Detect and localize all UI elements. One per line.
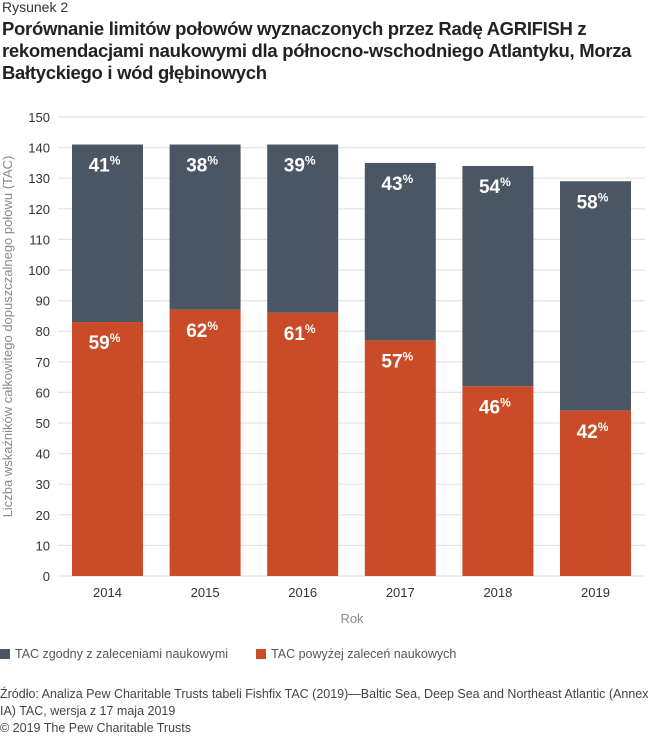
gridlines (58, 116, 645, 577)
stacked-bar-chart: 0 10 20 30 40 50 60 70 80 90 100 110 120 130 140 150 41… (0, 110, 645, 626)
y-tick-label: 30 (36, 477, 50, 492)
copyright: © 2019 The Pew Charitable Trusts (0, 721, 192, 735)
y-tick-label: 0 (43, 569, 50, 584)
chart-title: Porównanie limitów połowów wyznaczonych … (2, 18, 632, 83)
bar-compliant-2018 (462, 165, 534, 387)
y-tick-label: 60 (36, 385, 50, 400)
bar-compliant-2014 (72, 144, 143, 323)
y-tick-label: 150 (28, 110, 50, 125)
bar-above-advice-2016 (267, 312, 339, 576)
legend-label-compliant: TAC zgodny z zaleceniami naukowymi (15, 647, 229, 661)
y-tick-label: 70 (36, 355, 50, 370)
x-tick-label: 2017 (386, 585, 415, 600)
bar-group-2014: 41%59% (72, 144, 143, 576)
legend-item-compliant: TAC zgodny z zaleceniami naukowymi (0, 647, 228, 661)
y-tick-label: 110 (29, 232, 50, 247)
bar-compliant-2017 (364, 162, 436, 341)
y-axis-title: Liczba wskaźników całkowitego dopuszczal… (0, 156, 15, 518)
legend-label-above-advice: TAC powyżej zaleceń naukowych (271, 647, 457, 661)
y-tick-label: 120 (28, 202, 50, 217)
y-tick-label: 90 (36, 294, 50, 309)
x-axis-title: Rok (340, 611, 364, 626)
bar-group-2018: 54%46% (462, 165, 534, 576)
bar-compliant-2019 (560, 181, 631, 411)
bar-compliant-2015 (169, 144, 241, 310)
y-tick-label: 130 (28, 171, 50, 186)
y-tick-label: 40 (36, 447, 50, 462)
bar-above-advice-2015 (169, 309, 241, 576)
y-tick-label: 140 (28, 141, 50, 156)
bar-above-advice-2014 (72, 322, 143, 576)
bar-compliant-2016 (267, 144, 339, 313)
bar-above-advice-2018 (462, 386, 534, 576)
source-note: Źródło: Analiza Pew Charitable Trusts ta… (0, 687, 649, 718)
bar-above-advice-2019 (560, 410, 631, 576)
y-tick-label: 10 (36, 538, 50, 553)
x-tick-label: 2019 (581, 585, 610, 600)
x-tick-label: 2018 (483, 585, 512, 600)
bars: 41%59% 38%62% 39%61% 43%57% 54%46% 58%42% (72, 144, 631, 576)
bar-group-2015: 38%62% (169, 144, 241, 576)
x-tick-label: 2015 (191, 585, 220, 600)
x-axis-ticks: 2014 2015 2016 2017 2018 2019 (93, 585, 610, 600)
y-tick-label: 20 (36, 508, 50, 523)
bar-group-2017: 43%57% (364, 162, 436, 576)
x-tick-label: 2016 (288, 585, 317, 600)
figure-label: Rysunek 2 (2, 0, 69, 15)
y-tick-label: 100 (28, 263, 50, 278)
bar-group-2019: 58%42% (560, 181, 631, 576)
legend: TAC zgodny z zaleceniami naukowymi TAC p… (0, 647, 484, 661)
x-tick-label: 2014 (93, 585, 122, 600)
legend-swatch-above-advice (256, 649, 267, 659)
legend-item-above-advice: TAC powyżej zaleceń naukowych (256, 647, 456, 661)
y-axis-ticks: 0 10 20 30 40 50 60 70 80 90 100 110 120 130 140 150 (28, 110, 50, 584)
bar-above-advice-2017 (364, 340, 436, 576)
y-tick-label: 80 (36, 324, 50, 339)
bar-group-2016: 39%61% (267, 144, 339, 576)
y-tick-label: 50 (36, 416, 50, 431)
legend-swatch-compliant (0, 649, 10, 659)
